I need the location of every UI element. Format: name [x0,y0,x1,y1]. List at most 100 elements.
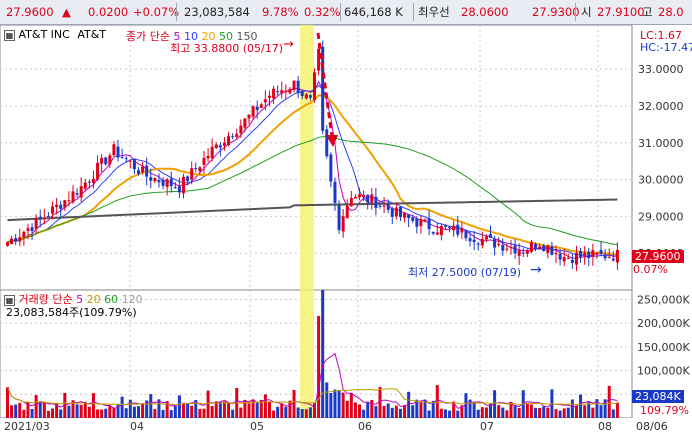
volume-bar [329,393,333,418]
candle-body [427,218,431,230]
low-arrow-icon: → [530,262,542,278]
candle-body [308,95,312,98]
price-y-tick: 32.0000 [638,100,684,113]
candle-body [599,250,603,254]
candle-body [292,80,296,91]
current-volume-pct: 109.79% [640,404,689,417]
volume-bar [288,400,292,418]
candle-body [509,246,513,248]
open-label: 시 [581,5,592,19]
candle-body [71,191,75,203]
candle-body [419,219,423,227]
volume-bar [206,390,210,418]
volume-bar [423,399,427,418]
volume-bar [448,410,452,418]
volume-bar [42,402,46,418]
volume-bar [202,408,206,418]
candle-body [51,206,55,214]
candle-body [337,204,341,230]
current-pct-tag: 0.07% [633,263,668,276]
volume-bar [321,290,325,418]
candle-body [529,242,533,252]
candle-body [267,95,271,98]
volume-bar [587,402,591,418]
candle-body [157,180,161,183]
volume-bar [611,409,615,418]
candle-body [116,146,120,158]
volume-y-tick: 150,000K [637,341,690,354]
candle-body [186,176,190,182]
ask-price: 28.0600 [461,5,509,19]
candle-body [358,194,362,198]
volume-bar [415,399,419,418]
candle-body [136,170,140,174]
candle-body [300,90,304,97]
candle-body [231,136,235,138]
volume-bar [464,393,468,418]
volume-bar [169,410,173,418]
candle-body [476,243,480,245]
hc-label: HC:-17.47 [640,41,692,54]
volume-bar [529,404,533,418]
grid-icon[interactable]: ▦ [4,30,15,41]
candle-body [345,205,349,218]
candle-body [259,104,263,109]
volume-bar [505,410,509,418]
candle-body [517,250,521,256]
volume-bar [243,399,247,418]
volume-bar [472,401,476,418]
volume-y-tick: 200,000K [637,317,690,330]
candle-body [141,166,145,173]
ma-legend: 종가 단순 5 10 20 50 150 [126,28,257,44]
candle-body [263,99,267,103]
volume-bar [362,409,366,418]
candle-body [579,251,583,257]
candle-body [554,253,558,255]
candle-body [456,224,460,235]
volume-bar [190,405,194,418]
volume-title: 거래량 [18,293,49,306]
candle-body [329,154,333,182]
candle-body [284,90,288,93]
ma-period-20: 20 [197,30,216,43]
volume-value-label: 23,083,584주(109.79%) [6,306,137,319]
volume-bar [153,409,157,418]
candle-body [30,227,34,232]
price-y-tick: 33.0000 [638,63,684,76]
price-chart[interactable]: 33.000032.000031.000030.000029.000028.00… [0,25,692,290]
low-annotation: 최저 27.5000 (07/19) [408,266,522,279]
candle-body [325,129,329,157]
volume-bar [525,402,529,418]
volume-bar [128,399,132,418]
volume-bar [345,400,349,418]
volume-bar [284,406,288,418]
volume-bar [497,405,501,418]
candle-body [398,206,402,217]
current-volume-tag: 23,084K [632,390,684,403]
candle-body [46,216,50,218]
candle-body [251,106,255,117]
candle-body [313,72,316,100]
volume-bar [599,405,603,418]
volume-bar [427,410,431,418]
x-axis-label: 07 [480,420,494,433]
candle-body [120,157,124,159]
volume-bar [177,395,181,418]
candle-body [587,251,591,259]
candle-body [484,236,488,240]
candle-body [38,216,42,219]
volume-bar [431,401,435,418]
candle-body [472,239,476,243]
volume-bar [194,399,198,418]
volume-bar [570,399,574,418]
volume-bar [186,403,190,418]
candle-body [67,200,71,202]
volume-bar [100,409,104,418]
volume-bar [267,401,271,418]
volume-bar [161,409,165,418]
volume-bar [26,402,30,418]
volume-bar [124,408,128,418]
volume-bar [18,402,22,418]
price-change: 0.0200 [88,5,129,19]
